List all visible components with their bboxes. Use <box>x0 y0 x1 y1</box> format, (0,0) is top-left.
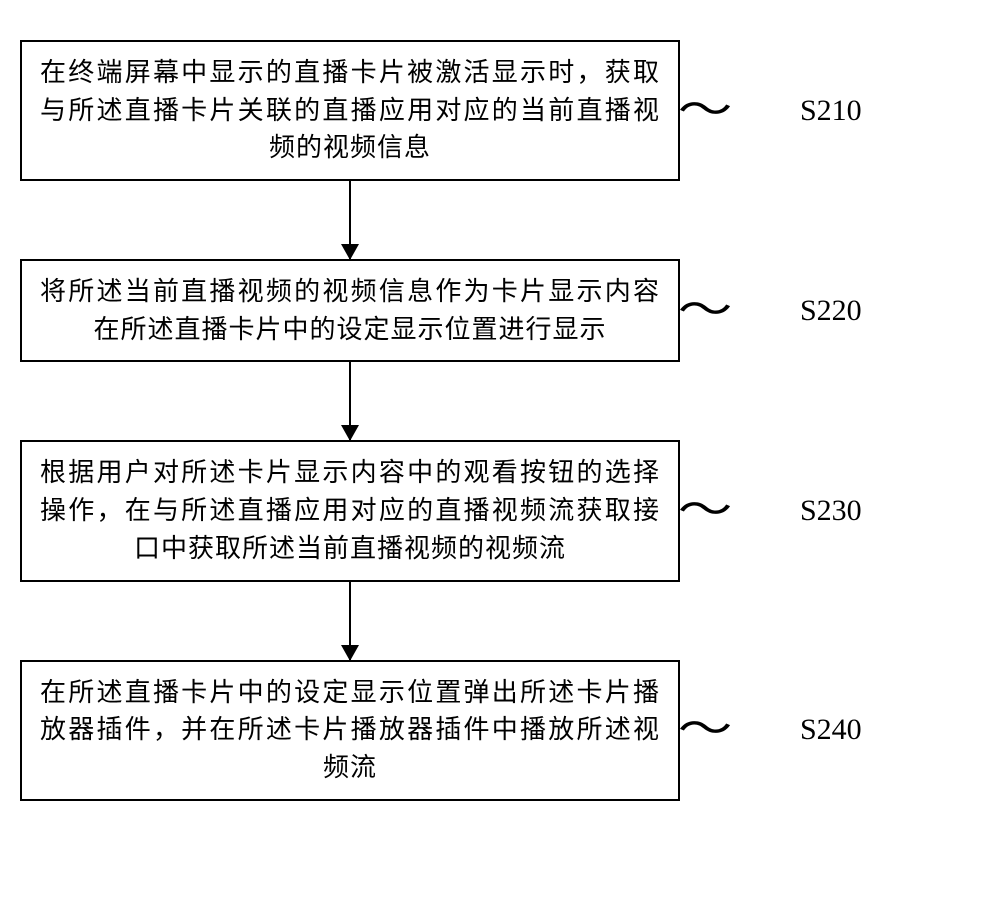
step-box-s230: 根据用户对所述卡片显示内容中的观看按钮的选择操作，在与所述直播应用对应的直播视频… <box>20 440 680 581</box>
tilde-icon: 〜 <box>672 490 737 532</box>
flowchart-container: 在终端屏幕中显示的直播卡片被激活显示时，获取与所述直播卡片关联的直播应用对应的当… <box>20 40 980 801</box>
step-label: S230 <box>800 494 862 528</box>
step-label: S220 <box>800 294 862 328</box>
arrow-down-icon <box>20 582 680 660</box>
arrow-down-icon <box>20 362 680 440</box>
label-connector: 〜 <box>680 90 800 132</box>
step-label: S210 <box>800 94 862 128</box>
step-row-1: 在终端屏幕中显示的直播卡片被激活显示时，获取与所述直播卡片关联的直播应用对应的当… <box>20 40 980 181</box>
step-box-s240: 在所述直播卡片中的设定显示位置弹出所述卡片播放器插件，并在所述卡片播放器插件中播… <box>20 660 680 801</box>
tilde-icon: 〜 <box>672 290 737 332</box>
step-box-s220: 将所述当前直播视频的视频信息作为卡片显示内容在所述直播卡片中的设定显示位置进行显… <box>20 259 680 362</box>
arrow-down-icon <box>20 181 680 259</box>
label-connector: 〜 <box>680 290 800 332</box>
step-text: 根据用户对所述卡片显示内容中的观看按钮的选择操作，在与所述直播应用对应的直播视频… <box>40 458 660 562</box>
arrow-row-3 <box>20 582 980 660</box>
step-text: 在终端屏幕中显示的直播卡片被激活显示时，获取与所述直播卡片关联的直播应用对应的当… <box>40 58 660 162</box>
step-text: 在所述直播卡片中的设定显示位置弹出所述卡片播放器插件，并在所述卡片播放器插件中播… <box>40 678 660 782</box>
step-label: S240 <box>800 713 862 747</box>
tilde-icon: 〜 <box>672 709 737 751</box>
label-connector: 〜 <box>680 709 800 751</box>
arrow-row-2 <box>20 362 980 440</box>
step-text: 将所述当前直播视频的视频信息作为卡片显示内容在所述直播卡片中的设定显示位置进行显… <box>40 277 660 344</box>
tilde-icon: 〜 <box>672 90 737 132</box>
step-row-3: 根据用户对所述卡片显示内容中的观看按钮的选择操作，在与所述直播应用对应的直播视频… <box>20 440 980 581</box>
step-box-s210: 在终端屏幕中显示的直播卡片被激活显示时，获取与所述直播卡片关联的直播应用对应的当… <box>20 40 680 181</box>
step-row-2: 将所述当前直播视频的视频信息作为卡片显示内容在所述直播卡片中的设定显示位置进行显… <box>20 259 980 362</box>
step-row-4: 在所述直播卡片中的设定显示位置弹出所述卡片播放器插件，并在所述卡片播放器插件中播… <box>20 660 980 801</box>
label-connector: 〜 <box>680 490 800 532</box>
arrow-row-1 <box>20 181 980 259</box>
